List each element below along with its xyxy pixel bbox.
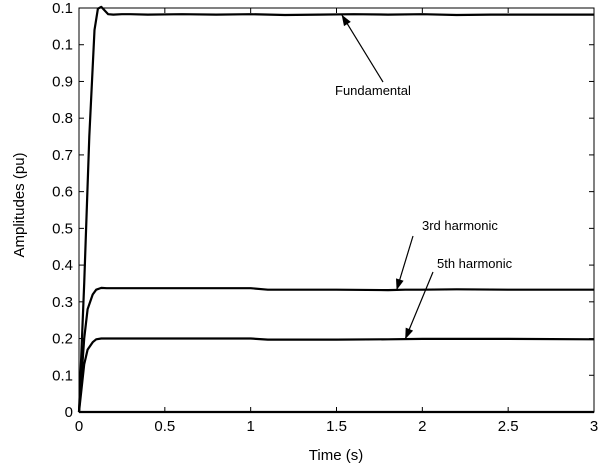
y-axis-label: Amplitudes (pu) (11, 152, 28, 257)
annotation-3rd-harmonic: 3rd harmonic (422, 218, 498, 233)
series-line-3rd-harmonic (77, 286, 594, 413)
x-tick-label: 1.5 (326, 418, 347, 435)
y-tick-label: 0.9 (52, 73, 73, 90)
y-tick-label: 0 (65, 404, 73, 421)
y-tick-label: 0.5 (52, 220, 73, 237)
plot-area: 0 0.5 1 1.5 2 2.5 3 0 0.1 0.2 0.3 0.4 0.5 0.6 0.7 0.8 0.… (52, 0, 598, 435)
plot-frame (78, 7, 595, 413)
series-line-5th-harmonic (77, 337, 595, 413)
x-tick-label: 1 (246, 418, 254, 435)
series-line-fundamental (77, 5, 594, 413)
x-tick-label: 2 (418, 418, 426, 435)
x-tick-label: 0.5 (154, 418, 175, 435)
y-tick-label: 0.3 (52, 294, 73, 311)
annotation-arrowhead (396, 278, 404, 291)
annotation-arrowhead (405, 327, 414, 340)
y-tick-label: 0.4 (52, 257, 73, 274)
y-tick-label: 0.2 (52, 331, 73, 348)
y-tick-label: 0.1 (52, 367, 73, 384)
annotation-fundamental: Fundamental (335, 83, 411, 98)
y-tick-label: 0.1 (52, 0, 73, 17)
y-tick-label: 0.7 (52, 147, 73, 164)
annotation-arrow-line (341, 14, 384, 83)
x-tick-label: 0 (75, 418, 83, 435)
y-tick-label: 0.1 (52, 37, 73, 54)
x-tick-label: 2.5 (498, 418, 519, 435)
x-tick-label: 3 (590, 418, 598, 435)
y-tick-label: 0.6 (52, 184, 73, 201)
annotation-5th-harmonic: 5th harmonic (437, 256, 513, 271)
y-tick-label: 0.8 (52, 110, 73, 127)
annotation-arrow-line (404, 271, 434, 340)
annotation-arrowhead (341, 14, 351, 27)
x-axis-label: Time (s) (309, 447, 363, 464)
